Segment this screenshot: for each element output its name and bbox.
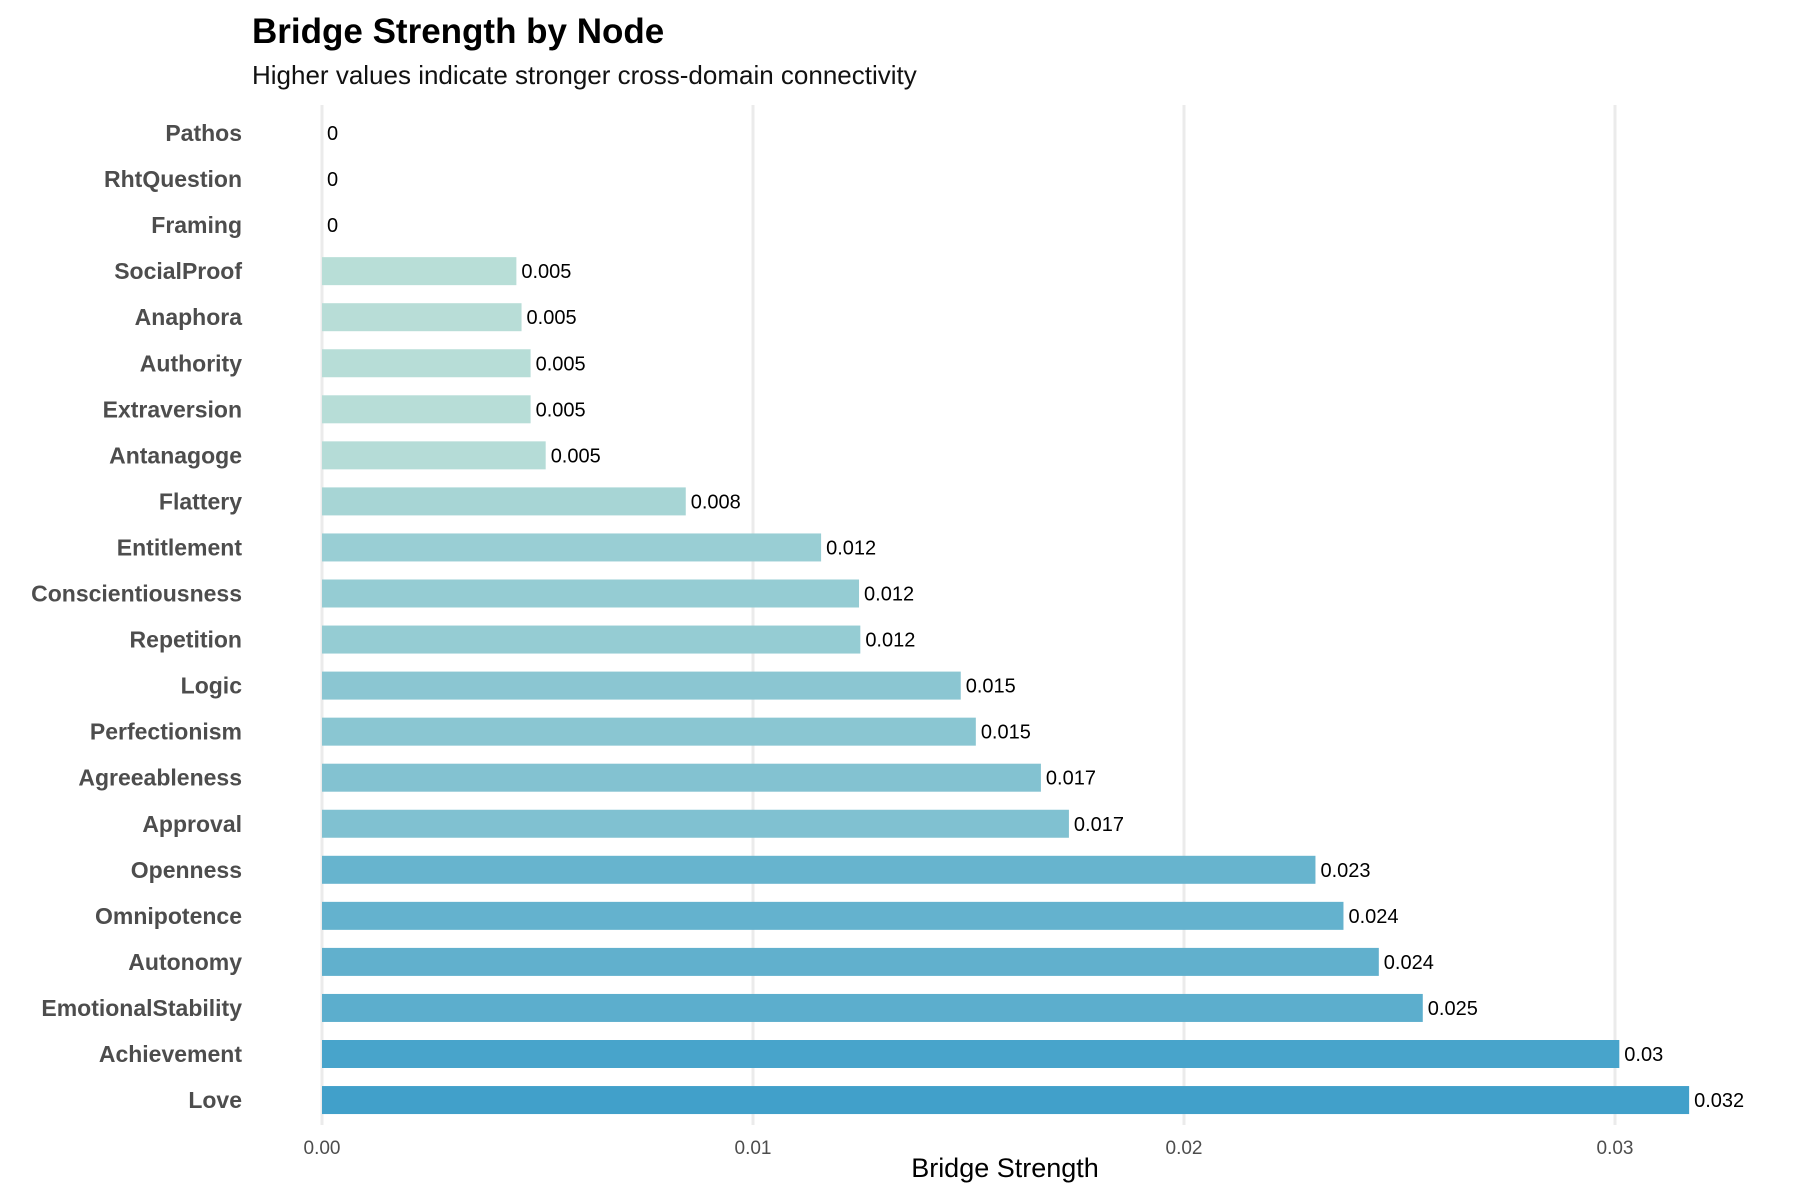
- category-label: EmotionalStability: [41, 995, 242, 1021]
- x-axis-ticks: 0.00 0.01 0.02 0.03: [304, 1138, 1634, 1159]
- bar-autonomy: [322, 947, 1379, 976]
- value-label: 0.015: [981, 722, 1031, 744]
- bar-omnipotence: [322, 901, 1344, 930]
- category-label: Antanagoge: [109, 442, 242, 468]
- bar-emotionalstability: [322, 993, 1423, 1022]
- bars: [322, 257, 1690, 1115]
- value-label: 0.023: [1320, 860, 1370, 882]
- bar-approval: [322, 809, 1069, 838]
- value-label: 0.005: [527, 307, 577, 329]
- bar-flattery: [322, 487, 686, 516]
- x-axis-title: Bridge Strength: [911, 1153, 1099, 1183]
- x-tick-label: 0.02: [1166, 1138, 1203, 1159]
- category-label: Openness: [131, 857, 242, 883]
- value-label: 0: [327, 169, 338, 191]
- category-label: Flattery: [159, 488, 242, 514]
- category-label: SocialProof: [114, 258, 242, 284]
- category-labels: Pathos RhtQuestion Framing SocialProof Anaph…: [31, 120, 242, 1113]
- category-label: Love: [188, 1087, 242, 1113]
- category-label: Authority: [140, 350, 242, 376]
- value-label: 0: [327, 123, 338, 145]
- x-tick-label: 0.01: [735, 1138, 772, 1159]
- bar-love: [322, 1086, 1690, 1115]
- bar-openness: [322, 855, 1316, 884]
- value-label: 0.025: [1428, 998, 1478, 1020]
- bar-logic: [322, 671, 961, 700]
- category-label: Anaphora: [135, 304, 243, 330]
- category-label: Omnipotence: [95, 903, 242, 929]
- category-label: Approval: [142, 811, 242, 837]
- value-label: 0.005: [536, 399, 586, 421]
- category-label: Logic: [181, 673, 243, 699]
- category-label: Pathos: [165, 120, 242, 146]
- value-label: 0.012: [865, 630, 915, 652]
- value-label: 0.005: [551, 445, 601, 467]
- value-label: 0.008: [691, 491, 741, 513]
- category-label: Extraversion: [103, 396, 242, 422]
- bar-entitlement: [322, 533, 822, 562]
- value-label: 0.005: [521, 261, 571, 283]
- category-label: Achievement: [99, 1041, 243, 1067]
- bar-anaphora: [322, 303, 522, 332]
- category-label: RhtQuestion: [104, 166, 242, 192]
- value-label: 0.024: [1348, 906, 1398, 928]
- category-label: Perfectionism: [90, 719, 242, 745]
- value-label: 0.032: [1694, 1090, 1744, 1112]
- value-labels: 0 0 0 0.005 0.005 0.005 0.005 0.005 0.008 0.012 0.…: [327, 123, 1744, 1112]
- category-label: Framing: [151, 212, 242, 238]
- value-label: 0.03: [1624, 1044, 1663, 1066]
- bar-antanagoge: [322, 441, 546, 470]
- value-label: 0.005: [536, 353, 586, 375]
- bar-achievement: [322, 1040, 1620, 1068]
- value-label: 0.012: [864, 584, 914, 606]
- value-label: 0.017: [1046, 768, 1096, 790]
- bar-socialproof: [322, 257, 517, 286]
- category-label: Repetition: [130, 627, 242, 653]
- bar-perfectionism: [322, 717, 976, 746]
- bar-authority: [322, 349, 531, 378]
- value-label: 0.015: [966, 676, 1016, 698]
- value-label: 0.017: [1074, 814, 1124, 836]
- category-label: Autonomy: [128, 949, 242, 975]
- category-label: Agreeableness: [78, 765, 242, 791]
- bar-conscientiousness: [322, 579, 860, 608]
- x-tick-label: 0.03: [1597, 1138, 1634, 1159]
- category-label: Entitlement: [117, 534, 243, 560]
- bar-extraversion: [322, 395, 531, 424]
- chart-subtitle: Higher values indicate stronger cross-do…: [252, 60, 917, 90]
- x-tick-label: 0.00: [304, 1138, 341, 1159]
- bar-agreeableness: [322, 763, 1041, 792]
- value-label: 0.024: [1384, 952, 1434, 974]
- bar-repetition: [322, 625, 861, 654]
- category-label: Conscientiousness: [31, 581, 242, 607]
- value-label: 0: [327, 215, 338, 237]
- value-label: 0.012: [826, 537, 876, 559]
- chart-title: Bridge Strength by Node: [252, 12, 665, 51]
